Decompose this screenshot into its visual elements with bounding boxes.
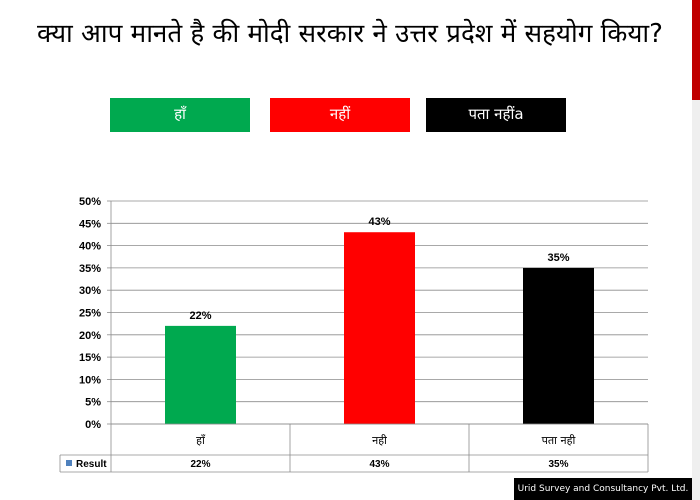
x-category-label: हॉं (196, 434, 206, 447)
x-category-label: नही (372, 434, 387, 447)
side-accent-bar-light (692, 100, 700, 500)
legend-swatch (66, 460, 72, 466)
table-value: 35% (548, 459, 568, 470)
y-tick-label: 35% (79, 263, 101, 275)
bar (523, 267, 594, 424)
option-no-box: नहीं (270, 98, 410, 132)
y-tick-label: 40% (79, 241, 101, 253)
y-tick-label: 45% (79, 218, 101, 230)
y-tick-label: 50% (79, 196, 101, 208)
y-tick-label: 25% (79, 308, 101, 320)
table-value: 22% (190, 459, 210, 470)
y-tick-label: 20% (79, 330, 101, 342)
bar (165, 325, 236, 424)
bar-value-label: 43% (368, 216, 390, 228)
y-tick-label: 5% (85, 397, 101, 409)
question-title: क्या आप मानते है की मोदी सरकार ने उत्तर … (37, 19, 663, 49)
table-value: 43% (369, 459, 389, 470)
y-tick-label: 0% (85, 419, 101, 431)
bar-value-label: 22% (189, 310, 211, 322)
bar (344, 232, 415, 424)
side-accent-bar (692, 0, 700, 100)
x-category-label: पता नही (542, 434, 576, 447)
legend-series-name: Result (76, 459, 107, 470)
option-dont-know-box: पता नहींa (426, 98, 566, 132)
option-yes-box: हाँ (110, 98, 250, 132)
y-tick-label: 30% (79, 285, 101, 297)
y-tick-label: 15% (79, 352, 101, 364)
footer-credit: Urid Survey and Consultancy Pvt. Ltd. (514, 478, 692, 500)
y-tick-label: 10% (79, 374, 101, 386)
bar-value-label: 35% (547, 252, 569, 264)
